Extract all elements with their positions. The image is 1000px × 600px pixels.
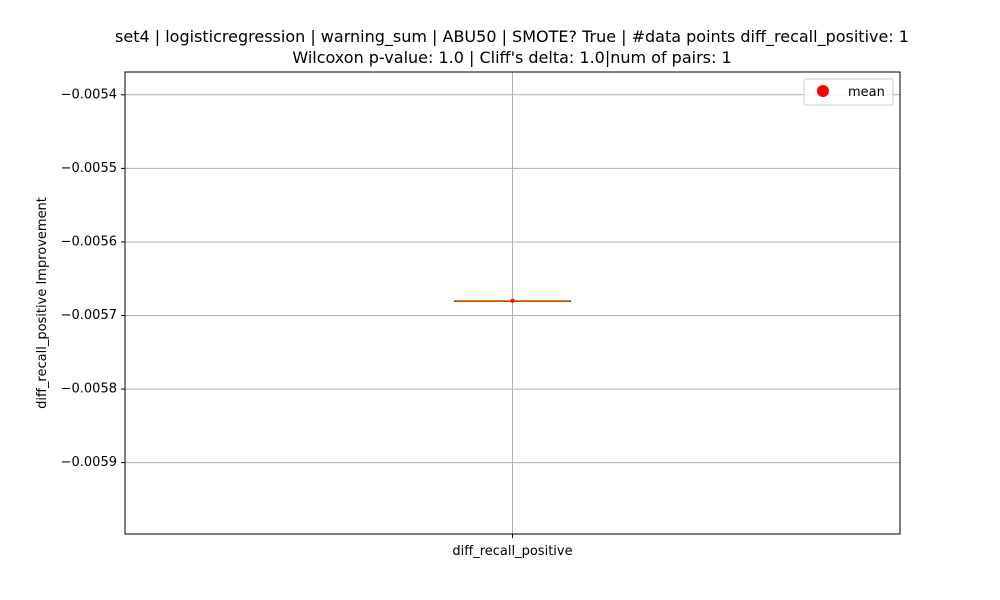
y-axis-label: diff_recall_positive Improvement [35,197,50,409]
x-axis-ticks: diff_recall_positive [452,534,573,559]
y-tick-label: −0.0059 [61,455,117,470]
y-tick-label: −0.0054 [61,87,117,102]
grid-lines [125,72,900,534]
y-axis-ticks: −0.0054 −0.0055 −0.0056 −0.0057 −0.0058 −0.00… [61,87,125,470]
y-tick-label: −0.0056 [61,234,117,249]
x-tick-label: diff_recall_positive [452,544,572,559]
box-plot [454,298,571,303]
chart-subtitle: Wilcoxon p-value: 1.0 | Cliff's delta: 1… [292,48,732,67]
y-tick-label: −0.0055 [61,161,117,176]
chart-title: set4 | logisticregression | warning_sum … [115,27,909,46]
mean-marker [510,298,515,303]
y-tick-label: −0.0058 [61,382,117,397]
legend-box [803,78,894,106]
legend-mean-label: mean [848,85,885,100]
legend: mean [803,78,894,106]
y-tick-label: −0.0057 [61,308,117,323]
legend-mean-marker [817,85,829,97]
